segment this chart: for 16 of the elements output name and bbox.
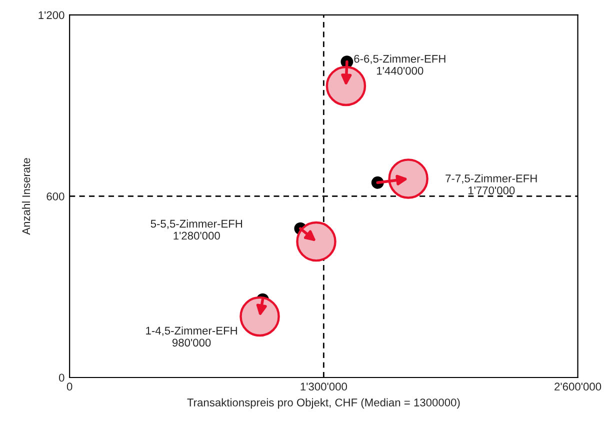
y-tick-label: 0	[58, 374, 64, 382]
x-tick-label: 1'300'000	[300, 382, 347, 391]
annotation: 6-6,5-Zimmer-EFH 1'440'000	[354, 54, 446, 75]
x-tick-label: 2'600'000	[554, 382, 602, 391]
x-tick-label: 0	[66, 382, 72, 391]
annotation: 5-5,5-Zimmer-EFH 1'280'000	[150, 220, 242, 240]
annotation: 7-7,5-Zimmer-EFH 1'770'000	[446, 174, 537, 194]
point	[296, 221, 336, 262]
x-axis-title: Transaktionspreis pro Objekt, CHF (Median = 1300000)	[187, 398, 460, 409]
y-tick-label: 1'200	[38, 11, 64, 20]
point	[240, 296, 280, 337]
point	[388, 158, 428, 199]
y-axis-title: Anzahl Inserate	[22, 158, 30, 235]
y-tick-label: 600	[46, 192, 64, 200]
point	[326, 66, 366, 106]
annotation: 1-4,5-Zimmer-EFH 980'000	[146, 326, 237, 347]
